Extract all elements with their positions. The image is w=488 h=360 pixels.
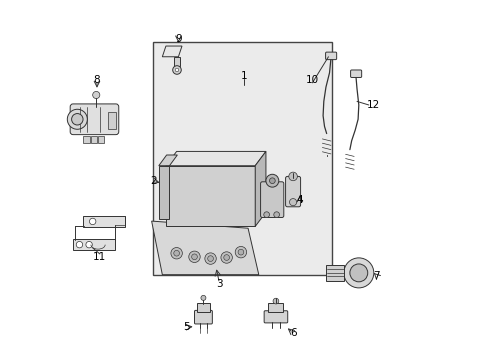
FancyBboxPatch shape [268,302,283,312]
FancyBboxPatch shape [70,104,119,135]
Text: 3: 3 [216,279,223,289]
FancyBboxPatch shape [285,176,300,207]
Text: 4: 4 [296,195,303,204]
FancyBboxPatch shape [325,265,344,281]
Circle shape [67,109,87,129]
Polygon shape [165,166,255,226]
FancyBboxPatch shape [264,311,287,323]
Circle shape [207,256,213,261]
Circle shape [221,252,232,263]
FancyBboxPatch shape [108,112,116,129]
Polygon shape [165,152,265,166]
Circle shape [188,251,200,262]
Circle shape [76,242,82,248]
Polygon shape [159,166,169,219]
Circle shape [272,298,278,304]
Circle shape [289,199,296,206]
FancyBboxPatch shape [73,239,115,250]
Circle shape [288,172,297,181]
Circle shape [171,248,182,259]
Circle shape [349,264,367,282]
Circle shape [173,250,179,256]
Polygon shape [174,57,180,66]
Text: 2: 2 [150,176,156,186]
Circle shape [235,247,246,258]
Polygon shape [151,221,258,275]
Circle shape [265,174,278,187]
Circle shape [273,212,279,217]
Circle shape [269,178,275,184]
Text: 7: 7 [373,271,379,281]
Circle shape [201,296,205,300]
Text: 9: 9 [175,34,182,44]
Text: 6: 6 [289,328,296,338]
Polygon shape [255,152,265,226]
Circle shape [89,218,96,225]
Circle shape [175,68,179,72]
Circle shape [93,91,100,99]
Circle shape [71,113,83,125]
Text: 11: 11 [93,252,106,262]
Bar [153,42,331,275]
Text: 8: 8 [94,75,100,85]
Circle shape [204,253,216,264]
Circle shape [172,66,181,74]
FancyBboxPatch shape [325,52,336,60]
Circle shape [263,212,269,217]
Circle shape [343,258,373,288]
Circle shape [224,255,229,260]
Text: 1: 1 [241,71,247,81]
FancyBboxPatch shape [350,70,361,77]
Circle shape [238,249,244,255]
FancyBboxPatch shape [260,182,283,217]
FancyBboxPatch shape [196,303,210,312]
FancyBboxPatch shape [90,136,97,143]
FancyBboxPatch shape [83,136,90,143]
FancyBboxPatch shape [83,216,125,227]
FancyBboxPatch shape [194,310,212,324]
Circle shape [86,242,92,248]
Circle shape [191,254,197,260]
Polygon shape [159,155,177,166]
Text: 10: 10 [305,75,318,85]
Text: 12: 12 [366,100,379,110]
Polygon shape [162,46,182,57]
Text: 5: 5 [183,322,189,332]
FancyBboxPatch shape [98,136,104,143]
